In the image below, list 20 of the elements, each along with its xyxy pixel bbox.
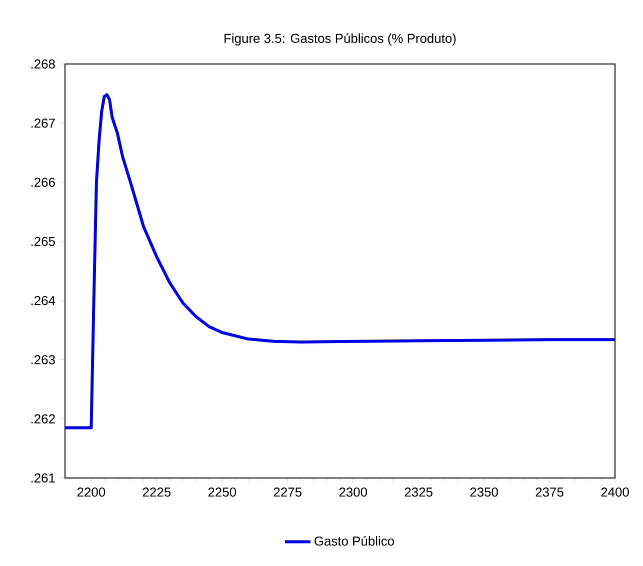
y-tick-label: .261 <box>31 473 55 483</box>
x-tick-label: 2250 <box>208 488 236 497</box>
x-tick-label: 2275 <box>274 488 302 497</box>
y-tick-label: .263 <box>31 355 55 364</box>
y-tick-label: .266 <box>31 178 55 187</box>
chart-title: Figure 3.5: Gastos Públicos (% Produto) <box>224 33 456 46</box>
legend-label: Gasto Público <box>314 536 394 546</box>
y-tick-label: .267 <box>31 118 55 128</box>
y-tick-label: .262 <box>31 414 55 424</box>
y-tick-label: .264 <box>31 296 56 306</box>
x-tick-label: 2300 <box>339 488 367 497</box>
x-tick-label: 2400 <box>601 488 629 497</box>
x-tick-label: 2350 <box>470 488 498 497</box>
x-tick-label: 2225 <box>142 488 171 497</box>
x-tick-label: 2200 <box>77 488 106 497</box>
y-tick-label: .265 <box>31 236 55 246</box>
x-tick-label: 2325 <box>404 488 432 497</box>
x-tick-label: 2375 <box>536 488 564 497</box>
y-tick-label: .268 <box>31 59 55 69</box>
line-series <box>65 93 616 430</box>
